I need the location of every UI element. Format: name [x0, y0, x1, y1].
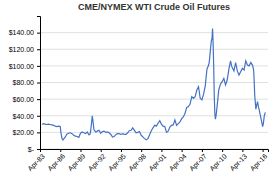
grid-line [40, 115, 268, 116]
plot-area [42, 28, 265, 139]
y-tick-label: $40.00 [13, 112, 35, 119]
x-tick: Apr-98 [127, 149, 148, 173]
x-tick-label: Apr-04 [168, 152, 189, 173]
x-tick-label: Apr-98 [127, 152, 148, 173]
data-line [42, 28, 265, 139]
x-tick: Apr-01 [148, 149, 169, 173]
chart-container: Apr-83Apr-86Apr-89Apr-92Apr-95Apr-98Apr-… [0, 0, 278, 181]
grid-line [40, 82, 268, 83]
y-tick-mark [37, 116, 40, 117]
x-tick: Apr-86 [46, 149, 67, 173]
y-tick-mark [37, 49, 40, 50]
x-tick-label: Apr-16 [249, 152, 270, 173]
y-tick-label: $- [28, 146, 35, 153]
grid-line [40, 32, 268, 33]
y-axis: $- $20.00 $40.00 $60.00 $80.00 $100.00 $120.00… [9, 17, 41, 153]
y-tick: $- [28, 146, 40, 153]
y-tick: $100.00 [9, 63, 40, 70]
x-tick-mark [161, 149, 162, 152]
y-tick: $140.00 [9, 29, 40, 36]
y-tick-label: $100.00 [9, 63, 34, 70]
x-tick-mark [182, 149, 183, 152]
x-tick: Apr-10 [208, 149, 229, 173]
x-tick-mark [222, 149, 223, 152]
grid-line [40, 132, 268, 133]
y-tick-mark [37, 33, 40, 34]
x-axis-line [41, 150, 269, 153]
y-tick: $60.00 [13, 96, 40, 103]
x-tick-mark [101, 149, 102, 152]
x-tick-mark [60, 149, 61, 152]
x-tick: Apr-07 [188, 149, 209, 173]
x-tick-mark [242, 149, 243, 152]
y-tick-mark [37, 149, 40, 150]
y-tick-label: $120.00 [9, 46, 34, 53]
y-tick-label: $20.00 [13, 129, 35, 136]
grid-line [40, 99, 268, 100]
x-tick: Apr-89 [67, 149, 88, 173]
x-tick-label: Apr-01 [148, 152, 169, 173]
x-tick-label: Apr-86 [46, 152, 67, 173]
grid-line [40, 65, 268, 66]
grid [40, 33, 268, 149]
y-tick: $20.00 [13, 129, 40, 136]
x-tick-mark [121, 149, 122, 152]
y-axis-line [37, 17, 41, 150]
y-tick-label: $140.00 [9, 29, 34, 36]
x-tick-mark [80, 149, 81, 152]
x-tick-mark [141, 149, 142, 152]
y-tick-mark [37, 99, 40, 100]
x-tick: Apr-95 [107, 149, 128, 173]
y-tick-mark [37, 66, 40, 67]
x-tick-label: Apr-92 [87, 152, 108, 173]
grid-line [40, 49, 268, 50]
x-tick-mark [263, 149, 264, 152]
y-tick-mark [37, 83, 40, 84]
y-tick: $80.00 [13, 79, 40, 86]
y-tick-label: $80.00 [13, 79, 35, 86]
x-tick: Apr-04 [168, 149, 189, 173]
x-tick-label: Apr-07 [188, 152, 209, 173]
y-tick-label: $60.00 [13, 96, 35, 103]
x-tick-mark [202, 149, 203, 152]
x-tick: Apr-13 [229, 149, 250, 173]
chart-svg: Apr-83Apr-86Apr-89Apr-92Apr-95Apr-98Apr-… [0, 0, 278, 181]
x-tick: Apr-16 [249, 149, 270, 173]
x-tick-label: Apr-89 [67, 152, 88, 173]
x-tick-label: Apr-95 [107, 152, 128, 173]
x-tick: Apr-92 [87, 149, 108, 173]
y-tick: $40.00 [13, 112, 40, 119]
x-tick-label: Apr-83 [26, 152, 47, 173]
chart-title: CME/NYMEX WTI Crude Oil Futures [78, 2, 230, 12]
y-tick: $120.00 [9, 46, 40, 53]
x-axis: Apr-83Apr-86Apr-89Apr-92Apr-95Apr-98Apr-… [26, 149, 269, 173]
y-tick-mark [37, 132, 40, 133]
x-tick-label: Apr-10 [208, 152, 229, 173]
x-tick-label: Apr-13 [229, 152, 250, 173]
